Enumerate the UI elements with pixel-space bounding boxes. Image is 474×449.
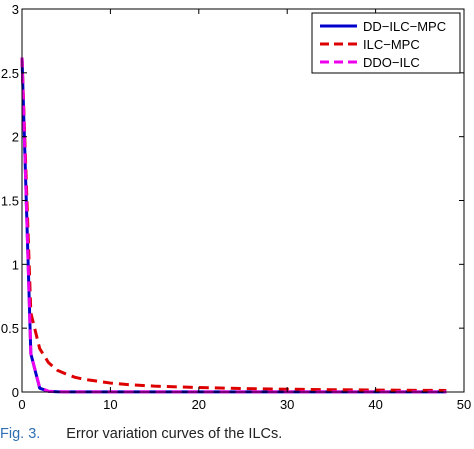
y-tick-label: 0.5 (1, 321, 19, 336)
legend-label-2: ILC−MPC (363, 37, 420, 52)
y-tick-label: 0 (12, 385, 19, 400)
y-tick-label: 1 (12, 257, 19, 272)
legend-label-3: DDO−ILC (363, 55, 420, 70)
series-line-2 (20, 57, 447, 392)
y-tick-label: 2 (12, 130, 19, 145)
caption-text: Error variation curves of the ILCs. (66, 426, 283, 442)
series-line-3 (20, 57, 447, 394)
caption-label: Fig. 3. (0, 426, 41, 442)
y-tick-label: 1.5 (1, 194, 19, 209)
y-tick-label: 2.5 (1, 66, 19, 81)
y-tick-label: 3 (12, 2, 19, 17)
figure-caption: Fig. 3. Error variation curves of the ILC… (0, 426, 282, 448)
plot-area (20, 57, 447, 394)
x-tick-label: 0 (18, 397, 25, 412)
x-tick-label: 50 (457, 397, 471, 412)
axes: 0 10 20 30 40 50 0 0.5 1 1.5 2 2.5 3 (1, 2, 471, 412)
x-tick-label: 40 (368, 397, 382, 412)
x-tick-label: 10 (103, 397, 117, 412)
series-line-1 (20, 57, 447, 394)
x-tick-label: 30 (280, 397, 294, 412)
x-tick-label: 20 (192, 397, 206, 412)
legend-label-1: DD−ILC−MPC (363, 19, 446, 34)
legend: DD−ILC−MPC ILC−MPC DDO−ILC (311, 12, 461, 74)
line-chart: 0 10 20 30 40 50 0 0.5 1 1.5 2 2.5 3 DD−ILC−MPC ILC−M… (1, 2, 471, 412)
